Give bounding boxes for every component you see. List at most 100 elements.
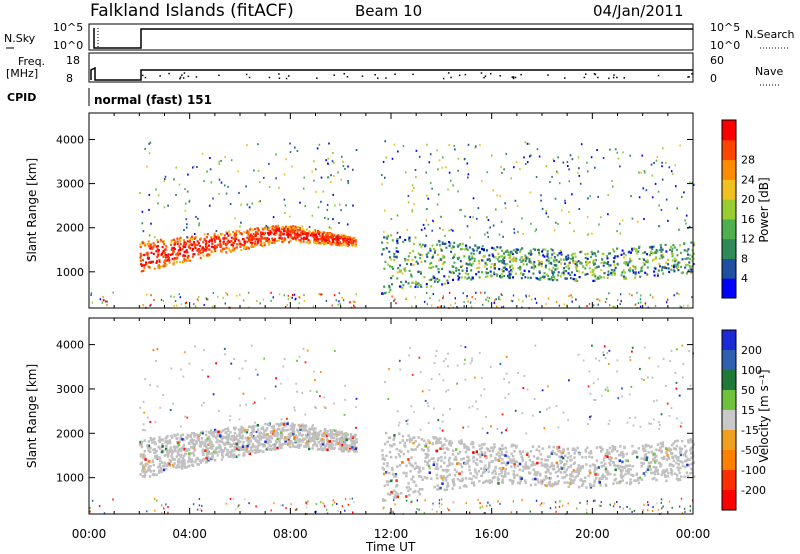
echo-cell <box>657 472 660 475</box>
echo-cell <box>141 456 145 460</box>
echo-cell <box>328 142 330 145</box>
echo-cell <box>315 241 318 244</box>
echo-cell <box>270 299 272 302</box>
echo-cell <box>436 459 440 462</box>
echo-cell <box>414 448 417 451</box>
echo-cell <box>614 477 618 481</box>
echo-cell <box>502 475 505 478</box>
echo-cell <box>625 469 628 473</box>
echo-cell <box>448 275 451 278</box>
echo-cell <box>548 406 551 409</box>
echo-cell <box>156 245 159 248</box>
echo-cell <box>442 263 444 266</box>
echo-cell <box>210 236 213 239</box>
echo-cell <box>634 267 637 271</box>
echo-cell <box>532 247 535 250</box>
echo-cell <box>355 450 358 453</box>
echo-cell <box>579 182 582 185</box>
echo-cell <box>437 306 439 309</box>
echo-cell <box>335 437 338 441</box>
echo-cell <box>155 250 158 253</box>
echo-cell <box>601 448 604 451</box>
nave-scatter <box>142 72 693 80</box>
echo-cell <box>548 268 551 271</box>
echo-cell <box>216 454 220 457</box>
echo-cell <box>482 303 484 306</box>
echo-cell <box>656 250 659 253</box>
echo-cell <box>344 384 346 387</box>
echo-cell <box>425 171 427 174</box>
echo-cell <box>540 458 543 461</box>
echo-cell <box>229 438 232 441</box>
echo-cell <box>413 436 416 439</box>
echo-cell <box>281 226 284 229</box>
echo-cell <box>325 432 329 436</box>
echo-cell <box>444 234 446 237</box>
echo-cell <box>322 432 325 435</box>
nave-point <box>623 77 625 79</box>
echo-cell <box>488 481 492 485</box>
echo-cell <box>198 434 201 437</box>
echo-cell <box>383 267 386 270</box>
echo-cell <box>415 282 418 285</box>
echo-cell <box>570 294 572 297</box>
echo-cell <box>661 178 664 181</box>
echo-cell <box>210 441 213 444</box>
echo-cell <box>158 436 161 439</box>
echo-cell <box>164 248 167 251</box>
echo-cell <box>409 463 412 466</box>
echo-cell <box>645 189 648 192</box>
echo-cell <box>624 459 628 462</box>
echo-cell <box>421 243 424 246</box>
echo-cell <box>158 463 162 466</box>
echo-cell <box>514 460 517 464</box>
echo-cell <box>426 255 429 258</box>
echo-cell <box>282 228 285 231</box>
echo-cell <box>176 433 179 436</box>
echo-cell <box>141 468 144 472</box>
echo-cell <box>602 276 605 279</box>
echo-cell <box>431 256 434 259</box>
echo-cell <box>675 444 678 448</box>
echo-cell <box>647 461 651 465</box>
echo-cell <box>168 464 171 467</box>
echo-cell <box>296 233 299 236</box>
echo-cell <box>172 259 175 262</box>
echo-cell <box>226 427 230 430</box>
echo-cell <box>489 266 492 269</box>
echo-cell <box>235 246 238 249</box>
echo-cell <box>410 273 413 276</box>
echo-cell <box>405 171 407 174</box>
echo-cell <box>227 239 230 242</box>
echo-cell <box>163 260 165 263</box>
echo-cell <box>207 253 210 256</box>
echo-cell <box>276 229 279 232</box>
echo-cell <box>485 272 488 275</box>
echo-cell <box>600 450 603 453</box>
echo-cell <box>256 373 259 376</box>
echo-cell <box>481 271 483 274</box>
echo-cell <box>239 245 242 248</box>
echo-cell <box>472 456 475 460</box>
echo-cell <box>273 239 276 242</box>
echo-cell <box>655 469 658 473</box>
echo-cell <box>504 475 507 478</box>
echo-cell <box>424 460 427 463</box>
echo-cell <box>504 207 507 210</box>
echo-cell <box>160 470 163 474</box>
echo-cell <box>206 170 208 173</box>
echo-cell <box>553 467 556 471</box>
echo-cell <box>558 260 561 263</box>
echo-cell <box>452 271 455 275</box>
echo-cell <box>490 460 493 463</box>
echo-cell <box>250 434 253 438</box>
echo-cell <box>335 434 338 438</box>
echo-cell <box>175 455 179 458</box>
echo-cell <box>483 442 486 446</box>
echo-cell <box>597 298 599 301</box>
echo-cell <box>272 296 274 299</box>
echo-cell <box>457 157 460 160</box>
echo-cell <box>278 442 282 445</box>
echo-cell <box>610 272 613 275</box>
echo-cell <box>625 481 628 485</box>
